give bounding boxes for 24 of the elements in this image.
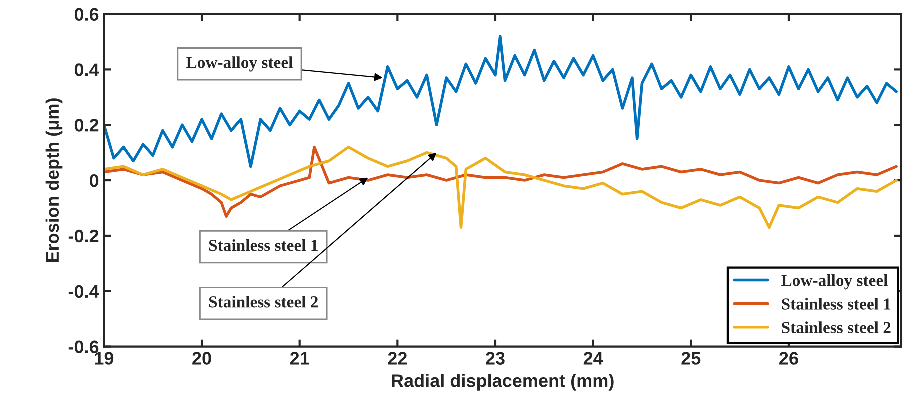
y-tick-label: -0.6 <box>68 340 99 354</box>
y-tick-label: 0.4 <box>74 64 100 76</box>
x-axis-title: Radial displacement (mm) <box>392 374 614 391</box>
x-tick-label: 26 <box>780 352 798 365</box>
x-tick-label: 19 <box>95 352 114 365</box>
y-tick-label: 0.2 <box>74 119 99 132</box>
x-tick-label: 22 <box>388 352 407 365</box>
line-series <box>104 35 898 168</box>
annotation: Low-alloy steel <box>186 56 293 72</box>
legend-label: Low-alloy steel <box>782 274 888 290</box>
y-tick-label: -0.4 <box>68 285 100 298</box>
annotation: Stainless steel 1 <box>209 239 318 252</box>
x-tick-label: 20 <box>192 352 212 365</box>
x-tick-label: 21 <box>290 352 310 365</box>
y-tick-label: 0 <box>90 174 99 188</box>
x-tick-label: 23 <box>486 352 505 365</box>
x-tick-label: 25 <box>682 352 701 365</box>
y-axis-title: Erosion depth (μm) <box>46 98 63 262</box>
x-tick-label: 24 <box>584 352 604 365</box>
y-tick-label: -0.2 <box>68 230 99 243</box>
y-tick-label: 0.6 <box>74 8 99 21</box>
annotation: Stainless steel 2 <box>209 296 318 308</box>
legend-label: Stainless steel 2 <box>782 322 891 334</box>
legend-label: Stainless steel 1 <box>782 298 891 310</box>
